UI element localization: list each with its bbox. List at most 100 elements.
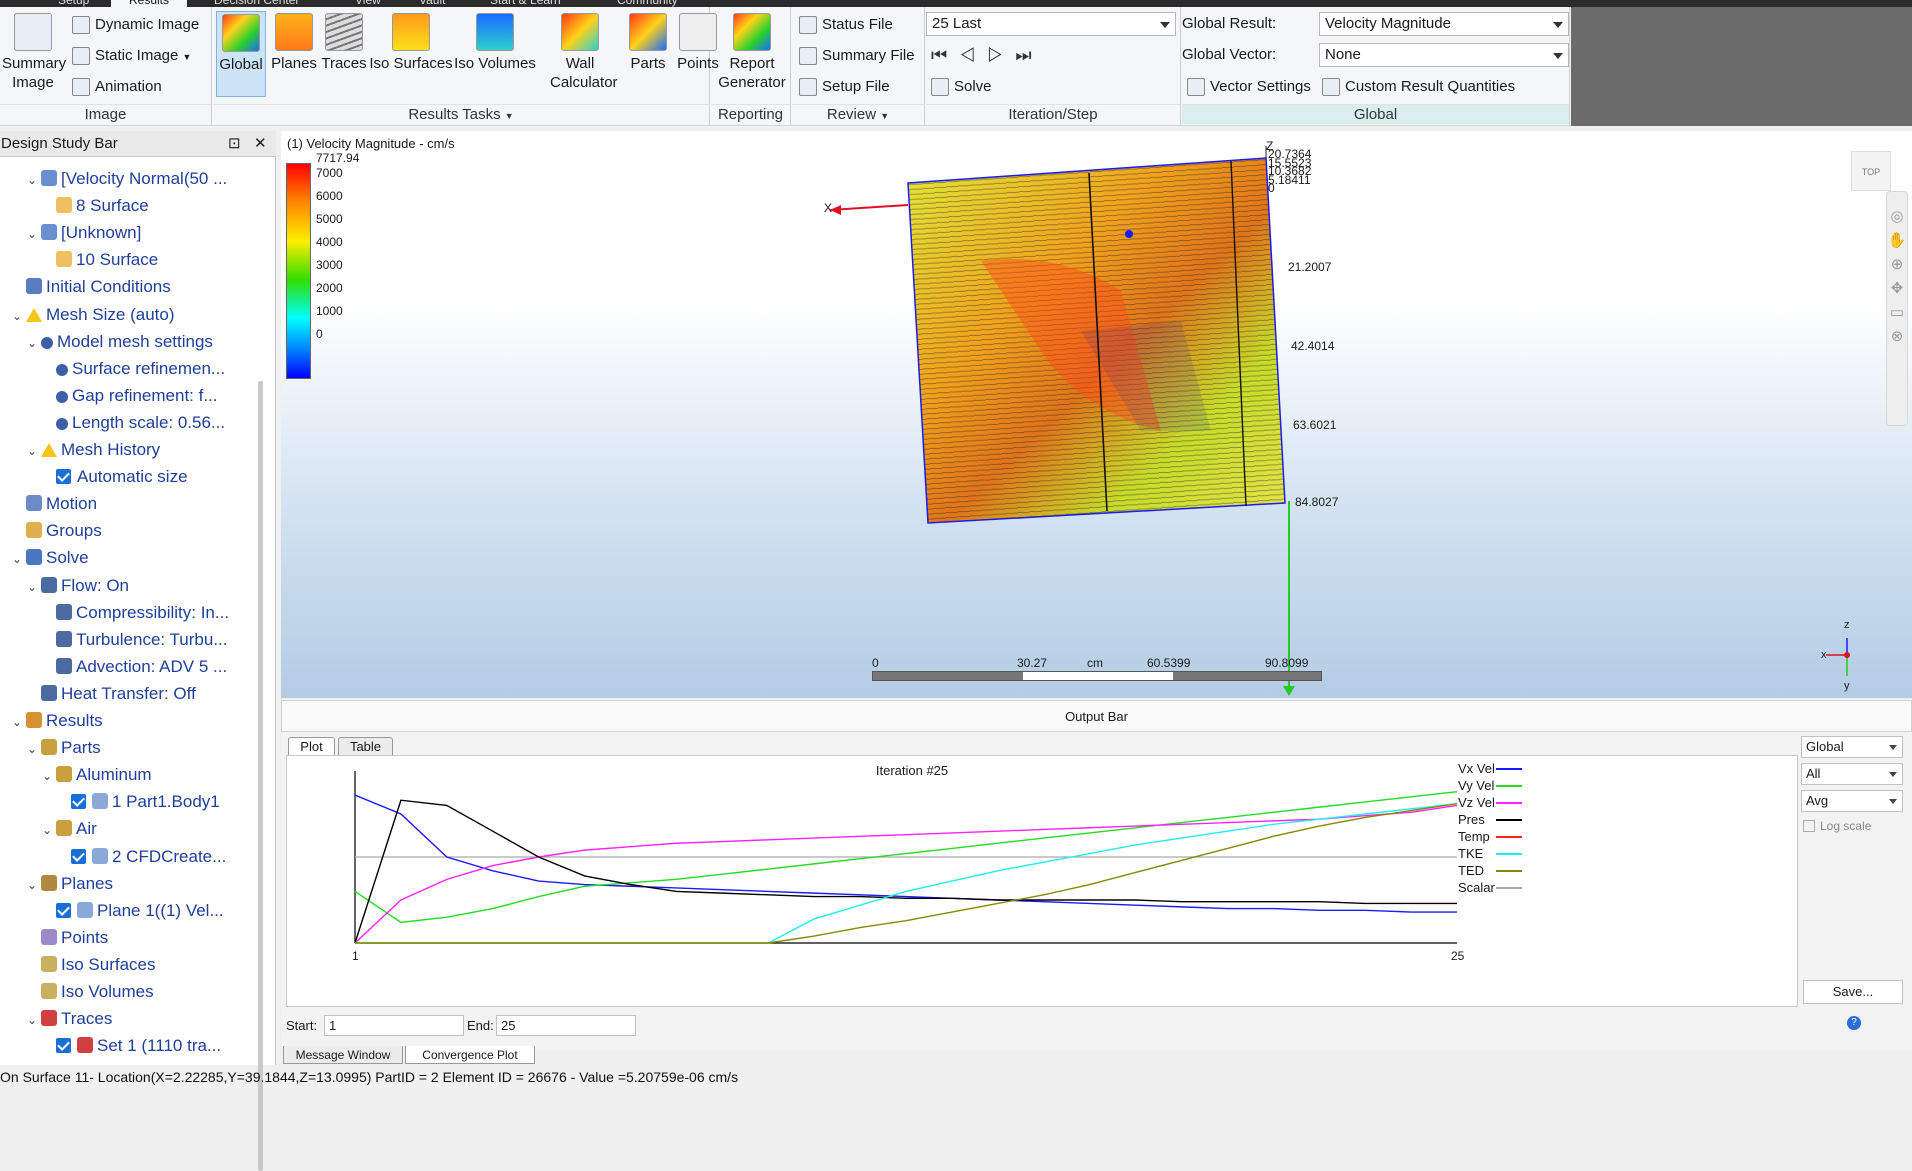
- tree-item[interactable]: Set 1 (1110 tra...: [42, 1032, 221, 1059]
- tree-item[interactable]: ⌄ [Unknown]: [27, 219, 141, 246]
- results-tasks-label[interactable]: Results Tasks ▼: [213, 104, 709, 124]
- tree-item[interactable]: Groups: [12, 517, 102, 544]
- chevron-down-icon[interactable]: ⌄: [42, 769, 53, 784]
- pin-icon[interactable]: ⊡: [228, 135, 241, 152]
- last-step-icon[interactable]: ⏭: [1015, 45, 1044, 65]
- plot-parts-select[interactable]: All: [1801, 763, 1903, 785]
- prev-step-icon[interactable]: ◁: [959, 45, 988, 65]
- chevron-down-icon[interactable]: ⌄: [27, 335, 38, 350]
- save-button[interactable]: Save...: [1803, 980, 1903, 1004]
- tree-item[interactable]: Length scale: 0.56...: [42, 409, 225, 436]
- dynamic-image-button[interactable]: Dynamic Image: [72, 13, 199, 37]
- tab-convergence-plot[interactable]: Convergence Plot: [405, 1046, 535, 1064]
- tree-item[interactable]: ⌄ Mesh Size (auto): [12, 301, 175, 328]
- top-tab-view[interactable]: View: [355, 0, 381, 7]
- top-tab-vault[interactable]: Vault: [419, 0, 446, 7]
- animation-button[interactable]: Animation: [72, 75, 162, 99]
- tree-item[interactable]: ⌄ Flow: On: [27, 572, 129, 599]
- summary-image-button[interactable]: Summary Image: [2, 11, 66, 97]
- tree-item[interactable]: Heat Transfer: Off: [27, 680, 196, 707]
- tree-item[interactable]: Points: [27, 924, 108, 951]
- help-icon[interactable]: ?: [1847, 1016, 1861, 1030]
- log-scale-checkbox[interactable]: Log scale: [1803, 819, 1871, 833]
- top-tab-results[interactable]: Results: [111, 0, 188, 7]
- chevron-down-icon[interactable]: ⌄: [12, 715, 23, 729]
- tree-item[interactable]: Compressibility: In...: [42, 599, 229, 626]
- tree-item[interactable]: Iso Volumes: [27, 978, 154, 1005]
- tree-item[interactable]: 8 Surface: [42, 192, 149, 219]
- traces-button[interactable]: Traces: [319, 11, 369, 97]
- next-step-icon[interactable]: ▷: [987, 45, 1016, 65]
- view-cube[interactable]: TOP: [1851, 151, 1891, 191]
- global-vector-select[interactable]: None: [1319, 43, 1569, 67]
- tree-item[interactable]: ⌄ Traces: [27, 1005, 112, 1032]
- report-generator-button[interactable]: Report Generator: [716, 11, 788, 97]
- chevron-down-icon[interactable]: ⌄: [27, 877, 38, 892]
- summary-file-button[interactable]: Summary File: [799, 44, 915, 68]
- orbit-icon[interactable]: ✥: [1890, 280, 1904, 297]
- tree-item[interactable]: Surface refinemen...: [42, 355, 225, 382]
- chevron-down-icon[interactable]: ⌄: [12, 308, 23, 323]
- chevron-down-icon[interactable]: ⌄: [27, 1013, 38, 1028]
- tree-item[interactable]: 2 CFDCreate...: [57, 843, 226, 870]
- tree-item[interactable]: Initial Conditions: [12, 273, 171, 300]
- top-tab-start-learn[interactable]: Start & Learn: [490, 0, 561, 7]
- checkbox-checked-icon[interactable]: [56, 469, 71, 485]
- vector-settings-button[interactable]: Vector Settings: [1187, 75, 1311, 99]
- tree-item[interactable]: ⌄ [Velocity Normal(50 ...: [27, 165, 227, 192]
- end-input[interactable]: 25: [496, 1015, 636, 1036]
- plot-scope-select[interactable]: Global: [1801, 736, 1903, 758]
- iso-surfaces-button[interactable]: Iso Surfaces: [369, 11, 453, 97]
- checkbox-checked-icon[interactable]: [56, 1038, 71, 1054]
- tree-item[interactable]: ⌄ Results: [12, 707, 103, 734]
- tree-item[interactable]: Plane 1((1) Vel...: [42, 897, 224, 924]
- checkbox-checked-icon[interactable]: [56, 902, 71, 918]
- fit-all-icon[interactable]: ⊗: [1890, 328, 1904, 345]
- tree-item[interactable]: ⌄ Air: [42, 815, 97, 842]
- tree-item[interactable]: 1 Part1.Body1: [57, 788, 220, 815]
- steering-wheel-icon[interactable]: ◎: [1890, 208, 1904, 225]
- setup-file-button[interactable]: Setup File: [799, 75, 890, 99]
- static-image-button[interactable]: Static Image ▼: [72, 44, 191, 68]
- chevron-down-icon[interactable]: ⌄: [27, 742, 38, 757]
- tree-scrollbar[interactable]: [258, 381, 263, 1171]
- global-result-select[interactable]: Velocity Magnitude: [1319, 12, 1569, 36]
- checkbox-checked-icon[interactable]: [71, 794, 86, 810]
- custom-result-quantities-button[interactable]: Custom Result Quantities: [1322, 75, 1515, 99]
- tree-item[interactable]: ⌄ Aluminum: [42, 761, 152, 788]
- pan-icon[interactable]: ✋: [1887, 232, 1907, 249]
- chevron-down-icon[interactable]: ⌄: [27, 173, 38, 187]
- first-step-icon[interactable]: ⏮: [931, 45, 960, 65]
- tree-item[interactable]: Advection: ADV 5 ...: [42, 653, 227, 680]
- checkbox-checked-icon[interactable]: [71, 848, 86, 864]
- look-at-icon[interactable]: ▭: [1889, 304, 1905, 321]
- top-tab-setup[interactable]: Setup: [58, 0, 90, 7]
- wall-calculator-button[interactable]: Wall Calculator: [539, 11, 621, 97]
- tree-item[interactable]: ⌄ Mesh History: [27, 436, 160, 463]
- tree-item[interactable]: ⌄ Planes: [27, 870, 113, 897]
- tree-item[interactable]: 10 Surface: [42, 246, 158, 273]
- tree-item[interactable]: ⌄ Solve: [12, 544, 89, 571]
- review-group-label[interactable]: Review ▼: [792, 104, 924, 124]
- tree-item[interactable]: Motion: [12, 490, 97, 517]
- chevron-down-icon[interactable]: ⌄: [12, 552, 23, 567]
- tree-item[interactable]: ⌄ Model mesh settings: [27, 328, 213, 355]
- tab-message-window[interactable]: Message Window: [283, 1046, 403, 1064]
- chevron-down-icon[interactable]: ⌄: [42, 823, 53, 838]
- parts-button[interactable]: Parts: [623, 11, 673, 97]
- tree-item[interactable]: Automatic size: [42, 463, 188, 490]
- iteration-step-select[interactable]: 25 Last: [926, 12, 1176, 36]
- points-button[interactable]: Points: [673, 11, 723, 97]
- tree-item[interactable]: Iso Surfaces: [27, 951, 156, 978]
- solve-button[interactable]: Solve: [931, 75, 992, 99]
- tab-plot[interactable]: Plot: [288, 737, 335, 755]
- planes-button[interactable]: Planes: [269, 11, 319, 97]
- chevron-down-icon[interactable]: ⌄: [27, 444, 38, 458]
- tree-item[interactable]: ⌄ Parts: [27, 734, 101, 761]
- tab-table[interactable]: Table: [338, 737, 393, 755]
- tree-item[interactable]: Gap refinement: f...: [42, 382, 218, 409]
- plot-stat-select[interactable]: Avg: [1801, 790, 1903, 812]
- close-icon[interactable]: ✕: [254, 135, 267, 152]
- zoom-icon[interactable]: ⊕: [1890, 256, 1904, 273]
- status-file-button[interactable]: Status File: [799, 13, 893, 37]
